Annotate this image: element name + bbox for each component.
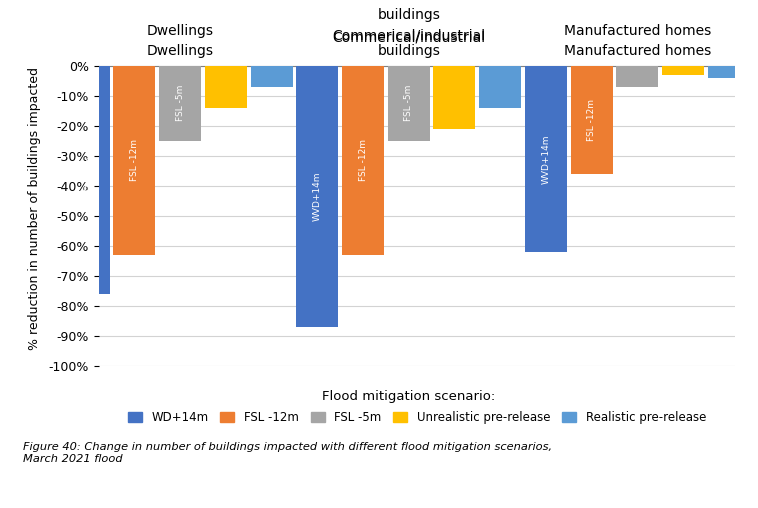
Bar	[662, 66, 704, 75]
Bar	[616, 66, 659, 87]
Text: Manufactured homes: Manufactured homes	[564, 44, 711, 58]
Text: FSL -12m: FSL -12m	[130, 139, 139, 181]
Text: FSL -5m: FSL -5m	[404, 85, 413, 121]
Y-axis label: % reduction in number of buildings impacted: % reduction in number of buildings impac…	[29, 67, 42, 350]
Text: Figure 40: Change in number of buildings impacted with different flood mitigatio: Figure 40: Change in number of buildings…	[23, 442, 552, 464]
Bar	[434, 66, 475, 129]
Text: FSL -5m: FSL -5m	[176, 85, 185, 121]
Bar	[479, 66, 522, 108]
Bar	[571, 66, 612, 174]
Text: Dwellings: Dwellings	[146, 24, 214, 38]
Bar	[296, 66, 338, 327]
Text: Dwellings: Dwellings	[146, 44, 214, 58]
Text: FSL -12m: FSL -12m	[359, 139, 368, 181]
Text: Commerical/industrial: Commerical/industrial	[332, 30, 485, 45]
Text: buildings: buildings	[377, 9, 440, 22]
Bar	[251, 66, 293, 87]
Bar	[205, 66, 247, 108]
Text: FSL -12m: FSL -12m	[587, 99, 596, 141]
Text: Commerical/industrial
buildings: Commerical/industrial buildings	[332, 28, 485, 58]
Bar	[525, 66, 567, 252]
Legend: WD+14m, FSL -12m, FSL -5m, Unrealistic pre-release, Realistic pre-release: WD+14m, FSL -12m, FSL -5m, Unrealistic p…	[123, 407, 711, 429]
Bar	[342, 66, 384, 255]
Bar	[387, 66, 430, 141]
Text: Manufactured homes: Manufactured homes	[564, 24, 711, 38]
Bar	[114, 66, 155, 255]
Text: Flood mitigation scenario:: Flood mitigation scenario:	[322, 390, 496, 403]
Text: WVD+14m: WVD+14m	[541, 134, 550, 183]
Text: WVD+14m: WVD+14m	[84, 155, 93, 205]
Bar	[708, 66, 750, 78]
Bar	[67, 66, 110, 294]
Bar	[159, 66, 201, 141]
Text: WVD+14m: WVD+14m	[313, 172, 322, 221]
